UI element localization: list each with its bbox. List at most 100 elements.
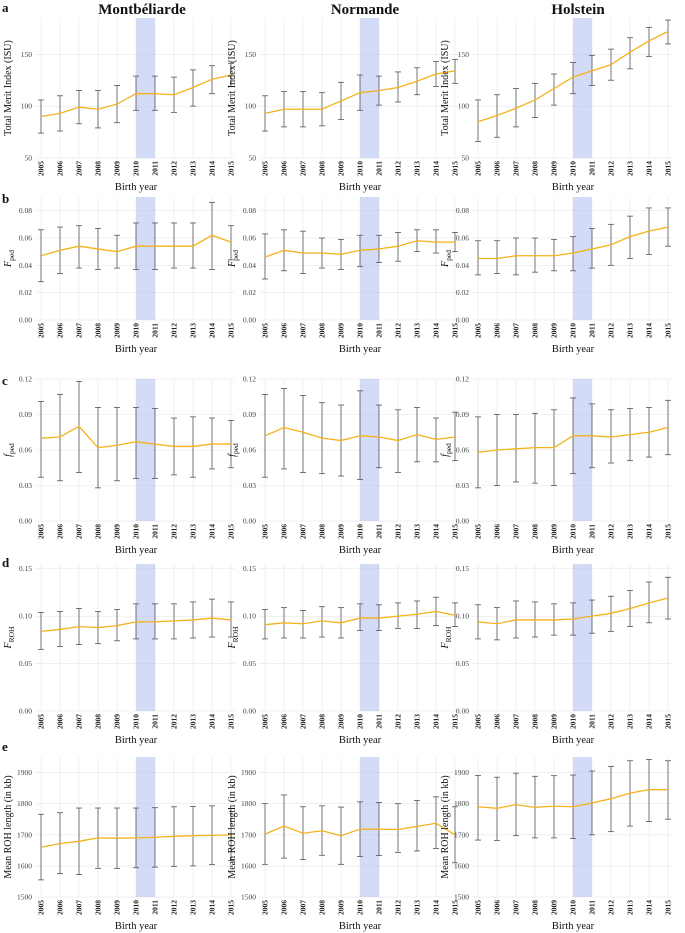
x-tick-label: 2006 (280, 524, 289, 539)
x-tick-label: 2008 (531, 524, 540, 539)
x-tick-label: 2006 (56, 900, 65, 915)
x-tick-label: 2007 (512, 323, 521, 338)
x-axis-label: Birth year (552, 735, 595, 746)
x-tick-label: 2009 (337, 900, 346, 915)
x-tick-label: 2010 (132, 714, 141, 729)
x-tick-label: 2007 (75, 161, 84, 176)
x-tick-label: 2009 (337, 524, 346, 539)
y-tick-label: 0.00 (243, 316, 256, 325)
y-tick-label: 1900 (17, 768, 32, 777)
x-tick-label: 2010 (356, 900, 365, 915)
x-tick-label: 2010 (356, 524, 365, 539)
highlight-band (573, 197, 592, 320)
y-tick-label: 1700 (17, 830, 32, 839)
row-label-c: c (2, 373, 8, 388)
y-tick-label: 50 (249, 154, 257, 163)
y-tick-label: 0.08 (456, 206, 469, 215)
y-tick-label: 0.04 (243, 261, 256, 270)
x-tick-label: 2010 (132, 323, 141, 338)
x-tick-label: 2006 (56, 714, 65, 729)
x-tick-label: 2014 (208, 323, 217, 338)
y-axis-label: fped (227, 443, 240, 457)
panel-a-normande: 50 100 150 2005 2006 2007 2008 2009 2010 2011 2012… (227, 18, 460, 193)
highlight-band (136, 197, 155, 320)
x-tick-label: 2012 (607, 714, 616, 729)
x-tick-label: 2012 (607, 161, 616, 176)
x-tick-label: 2011 (588, 161, 597, 176)
highlight-band (136, 757, 155, 897)
y-tick-label: 1600 (241, 861, 256, 870)
x-tick-label: 2012 (170, 714, 179, 729)
x-tick-label: 2006 (280, 714, 289, 729)
y-tick-label: 50 (25, 154, 33, 163)
x-tick-label: 2006 (56, 524, 65, 539)
x-tick-label: 2010 (132, 524, 141, 539)
y-tick-label: 0.03 (19, 481, 32, 490)
y-tick-label: 0.05 (243, 659, 256, 668)
y-tick-label: 0.09 (456, 410, 469, 419)
y-tick-label: 1900 (241, 768, 256, 777)
y-tick-label: 0.06 (19, 234, 32, 243)
y-tick-label: 0.12 (456, 375, 469, 384)
x-tick-label: 2013 (413, 900, 422, 915)
y-tick-label: 0.09 (19, 410, 32, 419)
x-tick-label: 2012 (607, 524, 616, 539)
x-tick-label: 2011 (588, 900, 597, 915)
x-tick-label: 2010 (569, 900, 578, 915)
x-tick-label: 2005 (37, 714, 46, 729)
y-axis-label: Mean ROH length (in kb) (440, 775, 451, 878)
y-axis-label: Fped (440, 250, 453, 268)
x-tick-label: 2014 (432, 714, 441, 729)
x-tick-label: 2015 (227, 161, 236, 176)
x-tick-label: 2010 (132, 900, 141, 915)
x-tick-label: 2009 (113, 524, 122, 539)
x-tick-label: 2013 (413, 323, 422, 338)
highlight-band (136, 564, 155, 711)
y-tick-label: 0.10 (19, 612, 32, 621)
x-tick-label: 2007 (512, 900, 521, 915)
x-tick-label: 2012 (394, 161, 403, 176)
x-tick-label: 2009 (113, 323, 122, 338)
x-tick-label: 2015 (664, 714, 673, 729)
x-tick-label: 2013 (626, 323, 635, 338)
y-tick-label: 0.04 (19, 261, 32, 270)
x-tick-label: 2008 (531, 900, 540, 915)
x-tick-label: 2005 (474, 714, 483, 729)
y-tick-label: 0.02 (243, 288, 256, 297)
x-tick-label: 2015 (451, 161, 460, 176)
x-tick-label: 2010 (569, 161, 578, 176)
y-tick-label: 0.06 (243, 234, 256, 243)
y-tick-label: 0.00 (243, 517, 256, 526)
row-label-d: d (2, 555, 10, 570)
y-tick-label: 1800 (241, 799, 256, 808)
x-tick-label: 2005 (474, 900, 483, 915)
y-tick-label: 100 (458, 102, 470, 111)
x-tick-label: 2010 (569, 323, 578, 338)
column-title-montbeliarde: Montbéliarde (98, 2, 186, 18)
x-axis-label: Birth year (339, 735, 382, 746)
x-tick-label: 2009 (337, 161, 346, 176)
x-tick-label: 2009 (113, 900, 122, 915)
x-tick-label: 2012 (170, 161, 179, 176)
x-tick-label: 2007 (299, 714, 308, 729)
x-axis-label: Birth year (115, 182, 158, 193)
x-tick-label: 2008 (531, 161, 540, 176)
x-tick-label: 2012 (170, 323, 179, 338)
y-tick-label: 150 (21, 50, 33, 59)
x-tick-label: 2008 (94, 524, 103, 539)
y-tick-label: 0.15 (19, 564, 32, 573)
x-tick-label: 2009 (550, 714, 559, 729)
x-tick-label: 2014 (645, 323, 654, 338)
x-tick-label: 2006 (493, 714, 502, 729)
highlight-band (360, 564, 379, 711)
x-tick-label: 2015 (664, 323, 673, 338)
x-axis-label: Birth year (115, 735, 158, 746)
y-tick-label: 150 (245, 50, 257, 59)
x-tick-label: 2011 (151, 900, 160, 915)
x-tick-label: 2015 (227, 524, 236, 539)
y-tick-label: 1500 (241, 893, 256, 902)
x-tick-label: 2006 (493, 524, 502, 539)
row-labels: a b c d e (2, 0, 10, 754)
x-tick-label: 2011 (588, 524, 597, 539)
